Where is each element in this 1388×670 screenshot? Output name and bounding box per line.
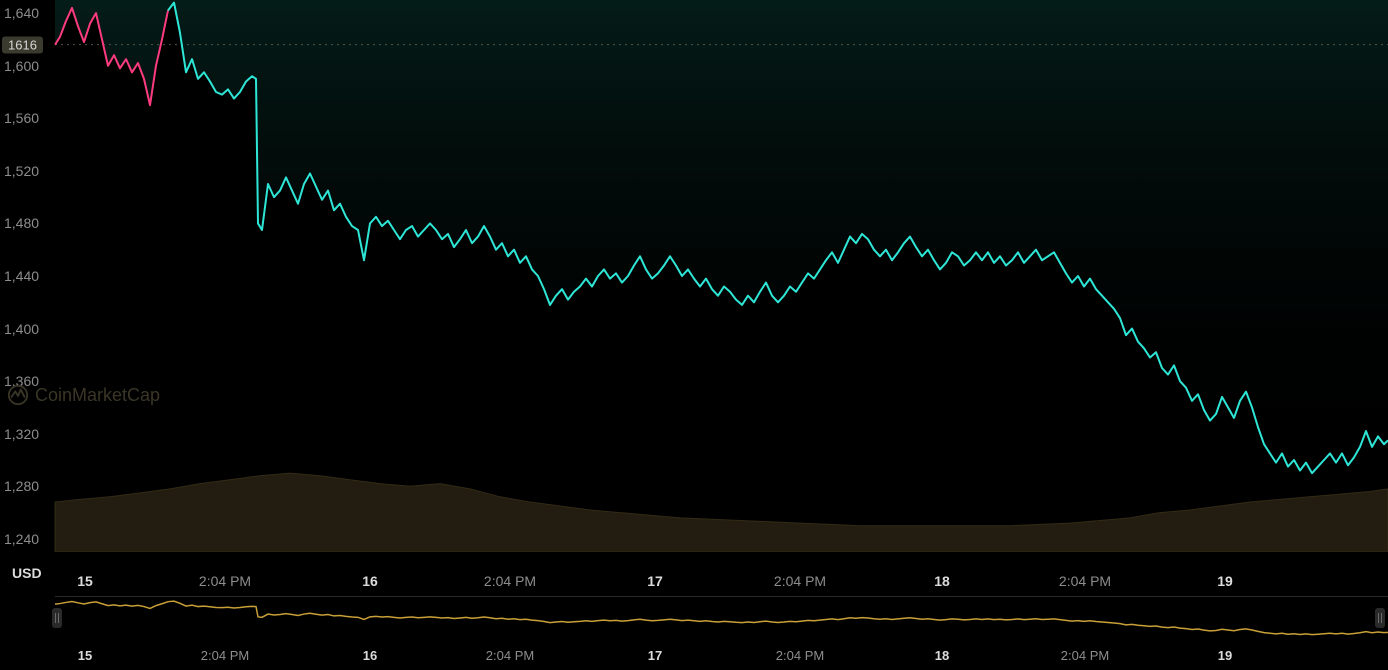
- chart-container: 1,640 1,600 1,560 1,520 1,480 1,440 1,400 1,360…: [0, 0, 1388, 670]
- overview-x-tick-label: 17: [648, 648, 662, 663]
- overview-handle-right[interactable]: [1375, 608, 1385, 628]
- y-tick-label: 1,600: [4, 58, 39, 74]
- x-tick-label: 19: [1217, 573, 1233, 589]
- overview-x-tick-label: 2:04 PM: [776, 648, 824, 663]
- x-tick-label: 2:04 PM: [199, 573, 251, 589]
- y-tick-label: 1,320: [4, 426, 39, 442]
- y-tick-label: 1,480: [4, 215, 39, 231]
- overview-x-tick-label: 2:04 PM: [201, 648, 249, 663]
- y-tick-label: 1,640: [4, 5, 39, 21]
- overview-x-tick-label: 16: [363, 648, 377, 663]
- y-tick-label: 1,520: [4, 163, 39, 179]
- y-tick-label: 1,440: [4, 268, 39, 284]
- price-chart[interactable]: [0, 0, 1388, 552]
- current-price-value: 1616: [8, 37, 37, 52]
- overview-x-tick-label: 18: [935, 648, 949, 663]
- y-tick-label: 1,560: [4, 110, 39, 126]
- overview-x-tick-label: 15: [78, 648, 92, 663]
- x-tick-label: 17: [647, 573, 663, 589]
- current-price-marker: 1616: [2, 36, 43, 53]
- overview-x-tick-label: 2:04 PM: [486, 648, 534, 663]
- x-tick-label: 16: [362, 573, 378, 589]
- x-tick-label: 15: [77, 573, 93, 589]
- y-tick-label: 1,280: [4, 478, 39, 494]
- y-tick-label: 1,400: [4, 321, 39, 337]
- overview-x-tick-label: 19: [1218, 648, 1232, 663]
- overview-handle-left[interactable]: [52, 608, 62, 628]
- y-tick-label: 1,240: [4, 531, 39, 547]
- overview-x-tick-label: 2:04 PM: [1061, 648, 1109, 663]
- y-tick-label: 1,360: [4, 373, 39, 389]
- x-tick-label: 2:04 PM: [774, 573, 826, 589]
- currency-label: USD: [12, 565, 42, 581]
- x-tick-label: 18: [934, 573, 950, 589]
- x-tick-label: 2:04 PM: [484, 573, 536, 589]
- x-tick-label: 2:04 PM: [1059, 573, 1111, 589]
